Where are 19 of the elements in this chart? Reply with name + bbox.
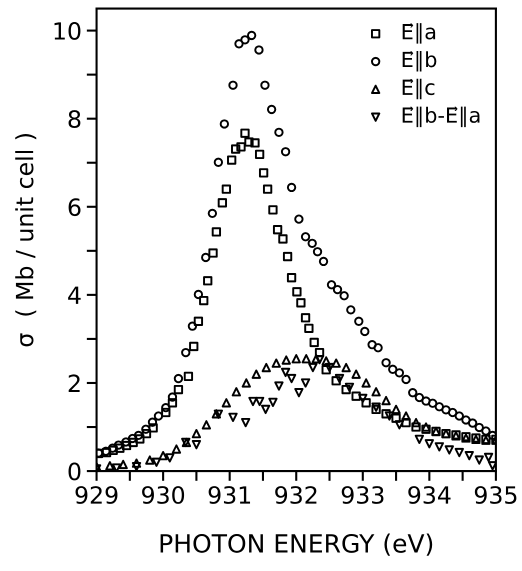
legend-label: E⃗∥a	[402, 23, 436, 44]
x-tick-label: 931	[208, 486, 250, 504]
legend-label: E⃗∥b-E⃗∥a	[402, 106, 480, 128]
x-tick-label: 934	[408, 486, 451, 504]
y-tick-label: 0	[68, 462, 80, 480]
y-tick-label: 2	[68, 374, 80, 392]
y-axis-title: σ ( Mb / unit cell )	[15, 134, 36, 346]
x-tick-label: 935	[474, 486, 516, 504]
x-tick-label: 933	[342, 486, 384, 504]
y-tick-label: 10	[54, 22, 80, 40]
y-tick-label: 4	[68, 286, 81, 304]
y-tick-label: 8	[68, 110, 80, 128]
legend-label: E⃗∥c	[402, 78, 434, 100]
x-tick-label: 929	[76, 486, 118, 504]
legend-label: E⃗∥b	[402, 50, 436, 72]
x-tick-label: 930	[142, 486, 184, 504]
x-axis-title: PHOTON ENERGY (eV)	[160, 534, 432, 556]
x-tick-label: 932	[275, 486, 316, 504]
y-tick-label: 6	[68, 198, 80, 216]
